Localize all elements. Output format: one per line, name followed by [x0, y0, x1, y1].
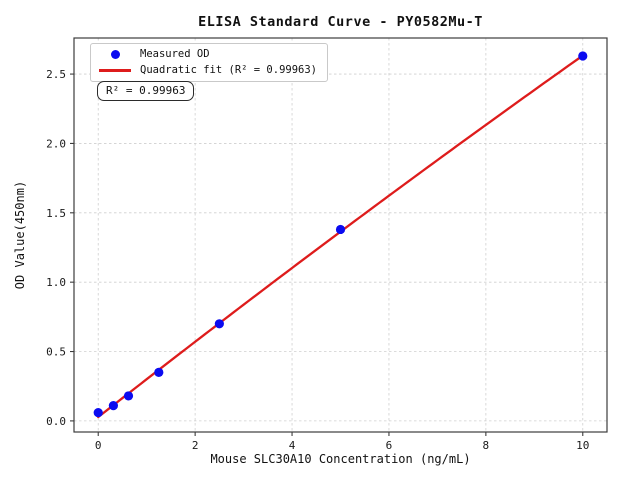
legend-swatch: [99, 69, 131, 72]
legend: Measured OD Quadratic fit (R² = 0.99963): [90, 43, 329, 82]
x-tick-label: 2: [192, 439, 199, 452]
x-tick-label: 8: [483, 439, 490, 452]
data-point-marker: [578, 51, 588, 61]
y-tick-label: 1.5: [46, 207, 66, 220]
y-tick-label: 2.5: [46, 68, 66, 81]
y-axis-label: OD Value(450nm): [13, 180, 27, 290]
legend-label-quadratic-fit: Quadratic fit (R² = 0.99963): [140, 64, 318, 76]
data-point-marker: [108, 401, 118, 411]
axes-frame: [73, 37, 608, 433]
data-point-marker: [93, 407, 103, 418]
scatter-marker-icon: [110, 50, 120, 59]
data-point-marker: [214, 319, 224, 329]
y-tick-label: 0.0: [46, 415, 66, 428]
quadratic-fit-line: [97, 54, 584, 419]
fit-line-icon: [99, 69, 131, 72]
r-squared-annotation: R² = 0.99963: [97, 81, 195, 101]
x-tick-label: 6: [386, 439, 393, 452]
legend-item-quadratic-fit: Quadratic fit (R² = 0.99963): [99, 64, 317, 77]
y-tick-label: 0.5: [46, 346, 66, 359]
data-point-marker: [123, 391, 134, 401]
y-tick-label: 1.0: [46, 276, 66, 289]
legend-swatch: [99, 50, 131, 59]
x-axis-label: Mouse SLC30A10 Concentration (ng/mL): [210, 452, 471, 466]
chart-title: ELISA Standard Curve - PY0582Mu-T: [198, 14, 483, 30]
x-tick-label: 4: [289, 439, 296, 452]
legend-item-measured-od: Measured OD: [99, 48, 317, 61]
x-tick-label: 10: [576, 439, 589, 452]
y-tick-label: 2.0: [46, 137, 66, 150]
x-tick-label: 0: [95, 439, 102, 452]
legend-label-measured-od: Measured OD: [140, 48, 210, 60]
data-point-marker: [335, 224, 346, 235]
data-point-marker: [154, 367, 164, 377]
